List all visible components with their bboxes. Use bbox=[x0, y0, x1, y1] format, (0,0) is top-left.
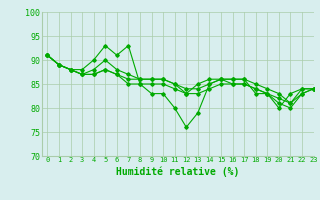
X-axis label: Humidité relative (%): Humidité relative (%) bbox=[116, 166, 239, 177]
